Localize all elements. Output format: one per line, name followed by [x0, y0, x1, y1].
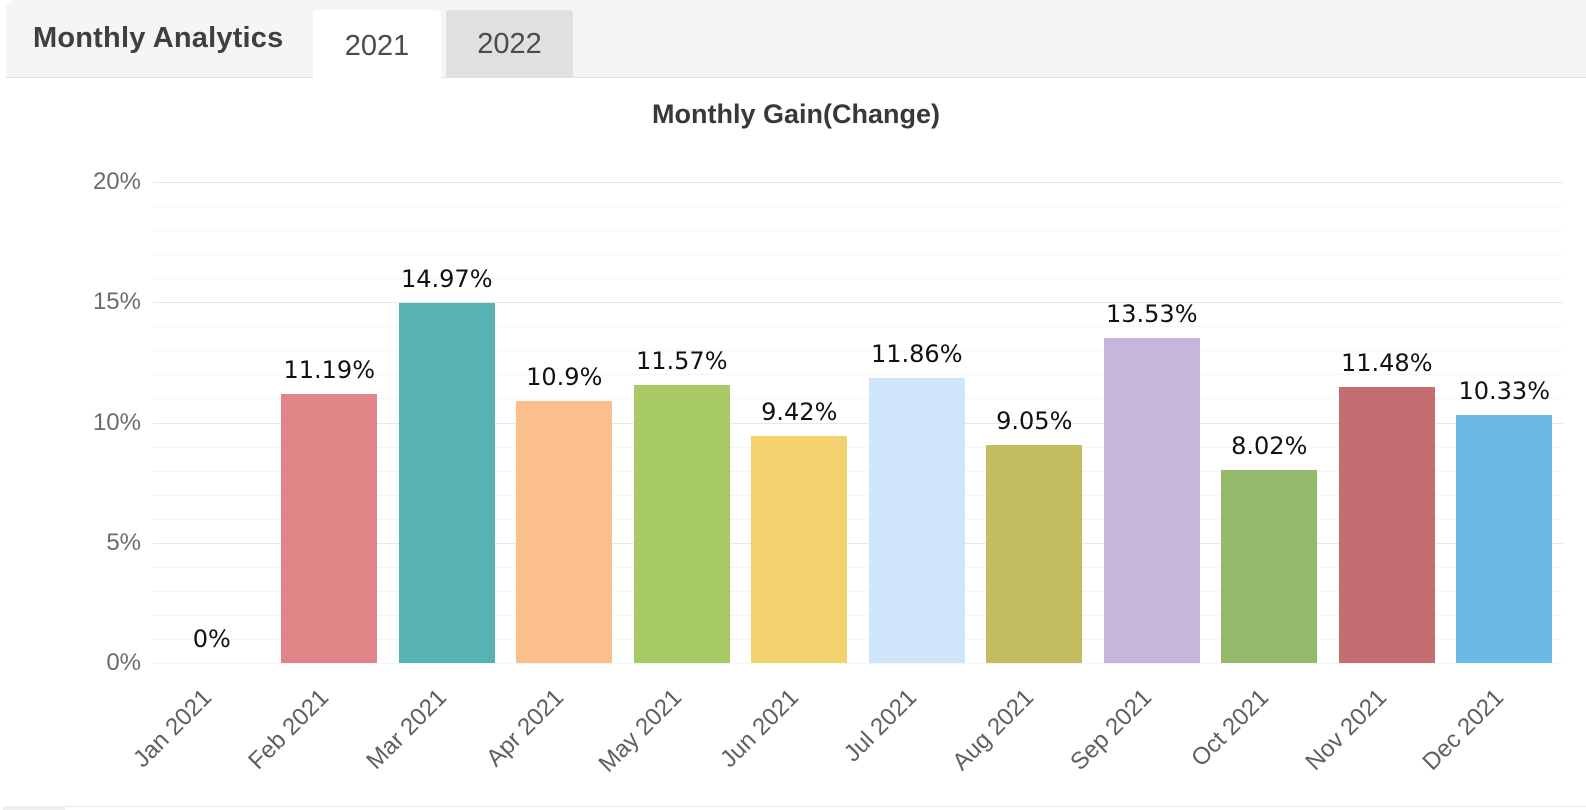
minor-gridline — [153, 278, 1563, 280]
minor-gridline — [153, 566, 1563, 568]
x-tick-label: Jun 2021 — [715, 684, 805, 773]
bar-apr-2021[interactable] — [516, 400, 613, 663]
bar-nov-2021[interactable] — [1338, 386, 1435, 663]
bar-value-label: 11.86% — [870, 339, 963, 368]
bar-value-label: 8.02% — [1231, 432, 1308, 461]
tab-2021[interactable]: 2021 — [313, 10, 441, 82]
card-header: Monthly Analytics 2021 2022 — [6, 0, 1586, 82]
x-tick-label: Aug 2021 — [947, 684, 1040, 776]
bar-oct-2021[interactable] — [1221, 470, 1318, 663]
minor-gridline — [153, 374, 1563, 376]
x-tick-label: Sep 2021 — [1065, 684, 1157, 776]
x-tick-label: Nov 2021 — [1300, 684, 1392, 776]
major-gridline — [153, 182, 1563, 183]
minor-gridline — [153, 350, 1563, 352]
next-section-notch — [3, 806, 65, 810]
y-tick-label: 5% — [106, 528, 141, 556]
y-tick-label: 0% — [106, 649, 141, 676]
chart-title: Monthly Gain(Change) — [652, 99, 940, 129]
bar-value-label: 11.57% — [635, 346, 728, 375]
major-gridline — [153, 542, 1563, 544]
bar-jul-2021[interactable] — [868, 377, 965, 663]
x-tick-label: Jan 2021 — [127, 684, 217, 773]
minor-gridline — [153, 518, 1563, 520]
bar-value-label: 9.42% — [761, 398, 838, 427]
bar-value-label: 14.97% — [400, 264, 493, 293]
x-tick-label: Oct 2021 — [1186, 684, 1275, 772]
bar-value-label: 10.33% — [1458, 376, 1551, 405]
bar-value-label: 10.9% — [526, 362, 603, 391]
tab-2022[interactable]: 2022 — [446, 10, 573, 78]
bar-value-label: 13.53% — [1105, 299, 1198, 328]
bar-may-2021[interactable] — [633, 384, 730, 663]
minor-gridline — [153, 470, 1563, 472]
x-tick-label: Feb 2021 — [243, 684, 335, 775]
minor-gridline — [153, 446, 1563, 448]
minor-gridline — [153, 206, 1563, 208]
major-gridline — [153, 302, 1563, 304]
x-tick-label: May 2021 — [593, 684, 687, 778]
minor-gridline — [153, 230, 1563, 232]
minor-gridline — [153, 254, 1563, 256]
minor-gridline — [153, 638, 1563, 640]
minor-gridline — [153, 398, 1563, 400]
bar-jun-2021[interactable] — [751, 436, 848, 663]
y-tick-label: 20% — [92, 168, 141, 195]
bar-value-label: 11.19% — [283, 355, 376, 384]
x-tick-label: Mar 2021 — [361, 684, 452, 775]
major-gridline — [153, 422, 1563, 424]
x-axis-baseline — [153, 663, 1563, 664]
bar-aug-2021[interactable] — [986, 445, 1083, 663]
next-section-edge — [3, 806, 1586, 810]
x-tick-label: Apr 2021 — [481, 684, 570, 772]
bar-value-label: 9.05% — [996, 407, 1073, 436]
bar-value-label: 11.48% — [1340, 348, 1433, 377]
y-tick-label: 10% — [92, 408, 141, 436]
y-tick-label: 15% — [92, 288, 141, 316]
page-title: Monthly Analytics — [33, 22, 284, 54]
minor-gridline — [153, 590, 1563, 592]
x-tick-label: Jul 2021 — [838, 684, 922, 768]
minor-gridline — [153, 494, 1563, 496]
x-tick-label: Dec 2021 — [1417, 684, 1510, 776]
minor-gridline — [153, 614, 1563, 616]
bar-mar-2021[interactable] — [398, 302, 495, 663]
bar-chart-plot-area: 0% 11.19% 14.97% 10.9% 11.57% 9.42% 11.86% 9.05… — [153, 182, 1563, 664]
bar-sep-2021[interactable] — [1103, 337, 1200, 663]
bar-dec-2021[interactable] — [1456, 414, 1553, 663]
bar-feb-2021[interactable] — [281, 393, 378, 663]
bar-value-label: 0% — [192, 625, 231, 653]
minor-gridline — [153, 326, 1563, 328]
